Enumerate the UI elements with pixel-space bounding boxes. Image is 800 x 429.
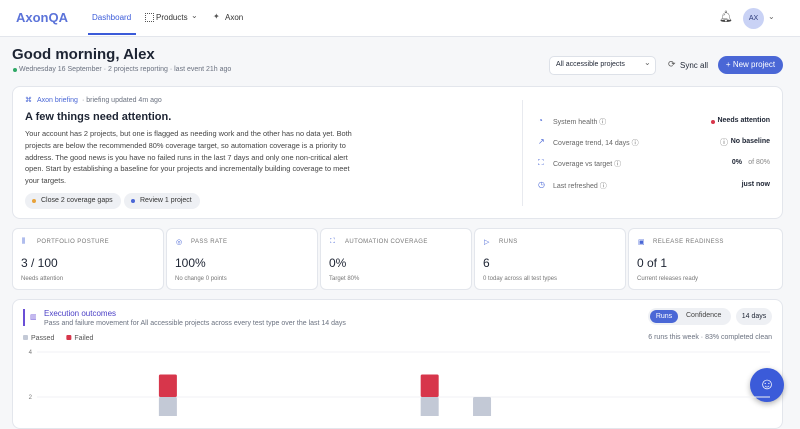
kpi-icon: ⫼ [22, 238, 26, 245]
sparkle-icon: ✦ [213, 12, 220, 21]
action-pill[interactable]: Close 2 coverage gaps [25, 193, 121, 209]
grid-icon [145, 13, 154, 22]
bar-segment [420, 397, 439, 416]
stat-label: Coverage vs target ⓘ [553, 161, 622, 168]
kpi-card [474, 228, 626, 290]
tab-underline [88, 33, 136, 35]
stat-icon: ◷ [538, 180, 545, 189]
kpi-label: PASS RATE [191, 239, 228, 245]
avatar[interactable]: AX [743, 8, 764, 29]
scope-select[interactable] [549, 56, 656, 75]
y-tick-label: 4 [29, 350, 33, 356]
toggle-option[interactable]: Confidence [686, 312, 722, 319]
kpi-value: 6 [483, 256, 490, 270]
briefing-body: Your account has 2 projects, but one is … [25, 129, 352, 186]
bell-icon[interactable]: 🔔︎ [719, 11, 733, 23]
kpi-note: 0 today across all test types [483, 276, 558, 282]
sync-button[interactable]: Sync all [680, 61, 709, 70]
briefing-tag: Axon briefing [37, 97, 78, 104]
y-tick-label: 2 [29, 395, 33, 401]
dot [32, 199, 36, 203]
bar-segment [420, 374, 439, 397]
axon-icon: ⌘ [25, 97, 32, 104]
chart-title: Execution outcomes [44, 309, 117, 318]
navbar [0, 0, 800, 37]
chevron: ⌄ [768, 12, 775, 21]
chart-summary: 6 runs this week · 83% completed clean [648, 334, 772, 341]
kpi-icon: ⛶ [330, 238, 335, 245]
range-select[interactable]: 14 days [736, 308, 772, 325]
kpi-icon: ▣ [638, 239, 645, 246]
assistant-button[interactable]: ☺ [750, 368, 784, 402]
baseline-icon: ⓘ [720, 138, 728, 147]
nav-tab[interactable]: Dashboard [92, 13, 132, 22]
brand[interactable]: AxonQA [16, 10, 68, 25]
kpi-icon: ◎ [176, 239, 183, 246]
chevron: ⌄ [644, 58, 651, 67]
stat-suffix: of 80% [748, 159, 770, 166]
status-dot [711, 120, 715, 124]
stat-label: Coverage trend, 14 days ⓘ [553, 140, 639, 147]
dot [131, 199, 135, 203]
greeting: Good morning, Alex [12, 46, 155, 63]
kpi-label: RELEASE READINESS [653, 239, 724, 245]
kpi-value: 3 / 100 [21, 256, 58, 270]
legend-swatch [23, 335, 28, 340]
stat-icon: ◔ [538, 116, 543, 125]
stat-value: 0% [731, 159, 742, 166]
legend-label: Passed [31, 335, 54, 342]
bar-segment [158, 397, 177, 416]
kpi-value: 100% [175, 256, 206, 270]
kpi-value: 0% [329, 256, 347, 270]
legend-swatch [66, 335, 72, 340]
stat-value: just now [741, 181, 770, 188]
briefing-updated: · briefing updated 4m ago [82, 97, 162, 104]
kpi-card [166, 228, 318, 290]
stat-value: No baseline [730, 138, 770, 145]
scope-label: All accessible projects [556, 61, 625, 68]
accent-bar [23, 309, 25, 326]
kpi-card [12, 228, 164, 290]
chevron: ⌄ [191, 11, 198, 20]
kpi-note: Target 80% [329, 276, 360, 282]
toggle-option[interactable]: Runs [650, 310, 678, 323]
new-project-button[interactable]: + New project [718, 56, 783, 74]
kpi-note: No change 0 points [175, 276, 227, 282]
stat-value: Needs attention [717, 117, 770, 124]
kpi-card [628, 228, 783, 290]
kpi-label: RUNS [499, 239, 518, 245]
kpi-icon: ▷ [484, 239, 490, 246]
stat-label: System health ⓘ [553, 119, 607, 126]
kpi-label: PORTFOLIO POSTURE [37, 239, 110, 245]
status-dot [13, 68, 17, 72]
kpi-note: Needs attention [21, 276, 64, 282]
sync-icon: ⟳ [668, 59, 676, 69]
chart-subtitle: Pass and failure movement for All access… [44, 320, 346, 327]
briefing-title: A few things need attention. [25, 111, 172, 123]
stat-icon: ↗ [538, 137, 545, 146]
legend-label: Failed [74, 335, 93, 342]
kpi-label: AUTOMATION COVERAGE [345, 239, 428, 245]
bar-segment [473, 397, 492, 416]
nav-tab[interactable]: Axon [225, 13, 244, 22]
bar-segment [158, 374, 177, 397]
action-pill[interactable]: Review 1 project [124, 193, 200, 209]
kpi-value: 0 of 1 [637, 256, 668, 270]
meta: Wednesday 16 September · 2 projects repo… [19, 66, 232, 73]
nav-tab[interactable]: Products [156, 13, 188, 22]
stat-icon: ⛶ [538, 158, 544, 167]
kpi-card [320, 228, 472, 290]
divider [522, 100, 523, 206]
stat-label: Last refreshed ⓘ [553, 183, 607, 190]
chart-icon: ▥ [30, 314, 37, 321]
kpi-note: Current releases ready [637, 276, 699, 282]
chart: 2 4 Passed Failed [23, 335, 770, 416]
